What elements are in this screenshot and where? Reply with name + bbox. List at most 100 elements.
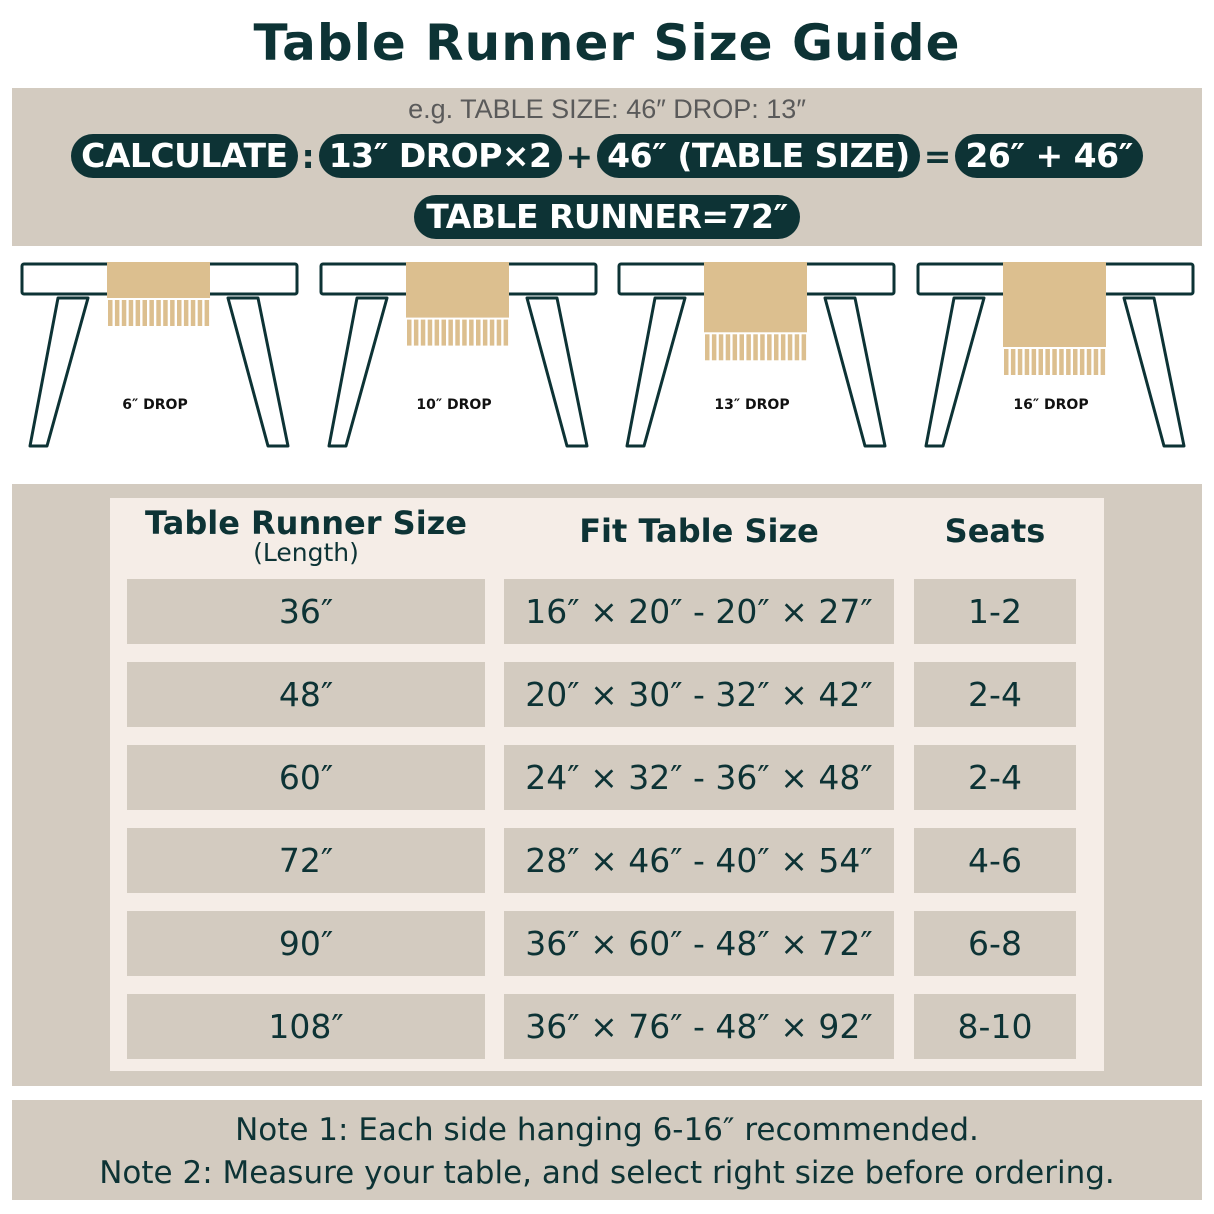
runner-fringe [780,334,786,361]
runner-fringe [462,319,467,346]
calculate-pill: CALCULATE [71,134,298,178]
runner-body [704,262,807,333]
cell-size: 36″ [127,579,485,644]
table-leg-right [823,296,887,448]
size-table-section: Table Runner Size (Length) Fit Table Siz… [12,484,1202,1086]
runner-fringe [420,319,426,346]
runner-fringe [1010,349,1016,375]
equals-sign: = [923,136,952,176]
runner-fringe [114,300,120,326]
header-fit-table-size: Fit Table Size [579,512,819,550]
header-runner-size: Table Runner Size (Length) [127,504,485,567]
header-length-sublabel: (Length) [253,538,359,567]
cell-seats: 4-6 [914,828,1076,893]
colon: : [301,136,315,176]
runner-fringe [767,334,772,361]
drop-label: 13″ DROP [714,397,789,413]
table-leg-left [924,296,986,448]
runner-fringe [1086,349,1092,375]
runner-fringe [794,334,800,361]
runner-fringe [427,319,433,346]
runner-body [406,262,509,318]
runner-fringe [1004,349,1009,375]
page-title: Table Runner Size Guide [253,14,961,72]
runner-fringe [496,319,502,346]
runner-fringe [128,300,134,326]
runner-fringe [711,334,717,361]
runner-fringe [448,319,453,346]
table-leg-left [327,296,389,448]
runner-fringe [170,300,175,326]
runner-fringe [1073,349,1078,375]
runner-fringe [1066,349,1071,375]
runner-fringe [1031,349,1037,375]
result-pill: TABLE RUNNER=72″ [414,195,800,239]
drop-label: 16″ DROP [1013,397,1088,413]
runner-fringe [135,300,141,326]
runner-fringe [746,334,751,361]
runner-fringe [774,334,779,361]
runner-fringe [718,334,724,361]
cell-fit: 36″ × 60″ - 48″ × 72″ [504,911,894,976]
cell-fit: 28″ × 46″ - 40″ × 54″ [504,828,894,893]
cell-fit: 16″ × 20″ - 20″ × 27″ [504,579,894,644]
cell-fit: 24″ × 32″ - 36″ × 48″ [504,745,894,810]
plus-sign: + [565,136,594,176]
runner-fringe [1017,349,1023,375]
cell-fit: 36″ × 76″ - 48″ × 92″ [504,994,894,1059]
drop-label: 6″ DROP [122,397,187,413]
runner-fringe [1024,349,1030,375]
runner-fringe [469,319,474,346]
drop-term-pill: 13″ DROP×2 [318,134,562,178]
runner-body [107,262,210,298]
runner-fringe [121,300,127,326]
header-seats: Seats [944,512,1046,550]
cell-seats: 6-8 [914,911,1076,976]
runner-fringe [1045,349,1050,375]
runner-fringe [163,300,168,326]
runner-fringe [197,300,203,326]
table-leg-right [525,296,589,448]
calculation-banner: e.g. TABLE SIZE: 46″ DROP: 13″ CALCULATE… [12,88,1202,246]
note-1: Note 1: Each side hanging 6-16″ recommen… [235,1112,979,1148]
table-leg-right [1122,296,1186,448]
table-leg-right [226,296,290,448]
runner-fringe [142,300,147,326]
cell-seats: 2-4 [914,745,1076,810]
runner-fringe [407,319,412,346]
runner-fringe [1059,349,1064,375]
runner-fringe [1100,349,1106,375]
formula-row: CALCULATE : 13″ DROP×2 + 46″ (TABLE SIZE… [12,134,1202,178]
table-leg-left [625,296,687,448]
cell-size: 108″ [127,994,485,1059]
cell-size: 90″ [127,911,485,976]
runner-fringe [760,334,765,361]
cell-seats: 2-4 [914,662,1076,727]
cell-seats: 1-2 [914,579,1076,644]
cell-size: 72″ [127,828,485,893]
runner-fringe [476,319,481,346]
notes-section: Note 1: Each side hanging 6-16″ recommen… [12,1100,1202,1200]
runner-fringe [108,300,113,326]
runner-fringe [503,319,509,346]
runner-fringe [441,319,446,346]
cell-fit: 20″ × 30″ - 32″ × 42″ [504,662,894,727]
runner-fringe [705,334,710,361]
runner-fringe [149,300,154,326]
runner-fringe [1079,349,1085,375]
runner-fringe [204,300,210,326]
table-leg-left [28,296,90,448]
drop-illustrations: 6″ DROP 10″ DROP 13″ DROP 16″ DROP [20,262,1195,448]
cell-size: 48″ [127,662,485,727]
runner-fringe [190,300,196,326]
runner-fringe [732,334,738,361]
runner-fringe [156,300,161,326]
runner-fringe [177,300,182,326]
cell-size: 60″ [127,745,485,810]
runner-fringe [455,319,460,346]
runner-fringe [753,334,758,361]
table-size-pill: 46″ (TABLE SIZE) [597,134,920,178]
runner-fringe [1093,349,1099,375]
example-text: e.g. TABLE SIZE: 46″ DROP: 13″ [408,94,806,124]
result-row: TABLE RUNNER=72″ [12,195,1202,239]
